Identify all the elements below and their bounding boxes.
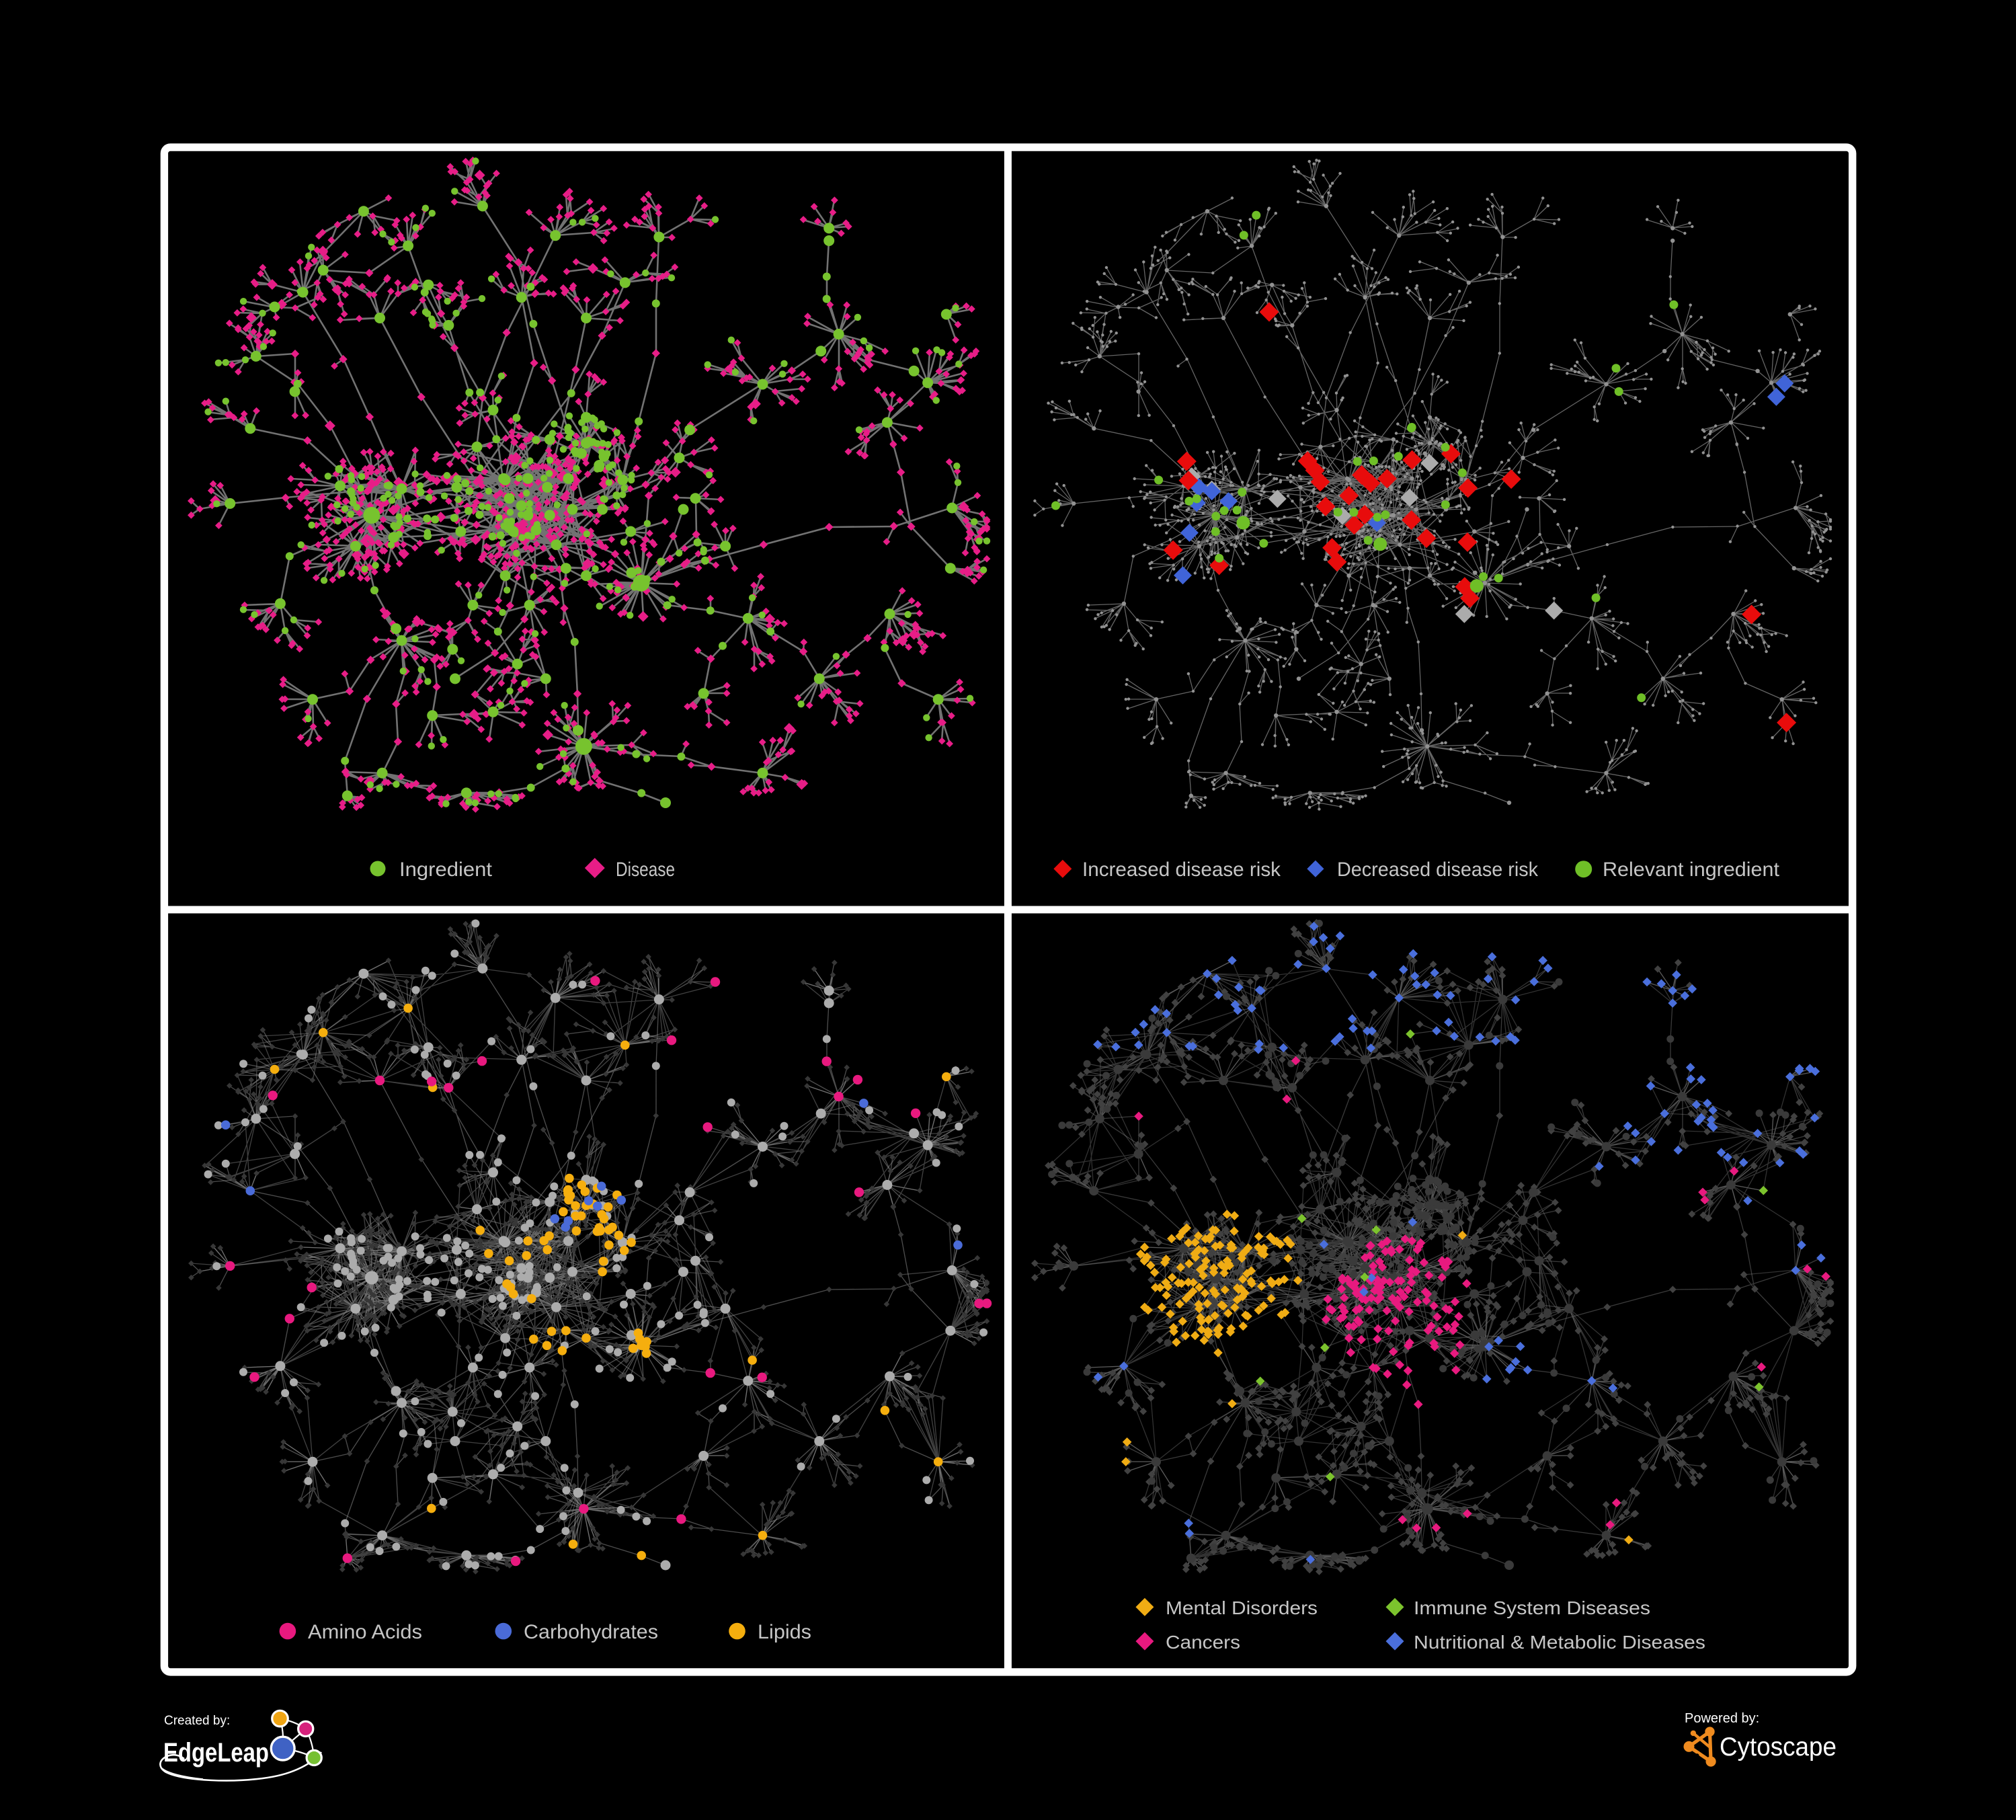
svg-text:Lipids: Lipids [758, 1621, 811, 1643]
svg-text:Decreased disease risk: Decreased disease risk [1337, 859, 1539, 881]
svg-text:Cytoscape: Cytoscape [1720, 1733, 1837, 1762]
svg-text:Relevant ingredient: Relevant ingredient [1603, 859, 1780, 881]
svg-text:Cancers: Cancers [1166, 1632, 1240, 1653]
svg-text:Ingredient: Ingredient [399, 859, 493, 881]
svg-text:EdgeLeap: EdgeLeap [163, 1738, 269, 1768]
svg-text:Amino Acids: Amino Acids [308, 1621, 422, 1643]
svg-text:Increased disease risk: Increased disease risk [1082, 859, 1281, 881]
svg-text:Powered by:: Powered by: [1685, 1711, 1759, 1726]
svg-text:Disease: Disease [616, 859, 675, 881]
svg-text:Immune System Diseases: Immune System Diseases [1414, 1597, 1650, 1618]
svg-text:Nutritional & Metabolic Diseas: Nutritional & Metabolic Diseases [1414, 1632, 1705, 1653]
svg-text:Mental Disorders: Mental Disorders [1166, 1597, 1318, 1618]
svg-text:Created by:: Created by: [164, 1714, 230, 1728]
svg-text:Carbohydrates: Carbohydrates [524, 1621, 658, 1643]
